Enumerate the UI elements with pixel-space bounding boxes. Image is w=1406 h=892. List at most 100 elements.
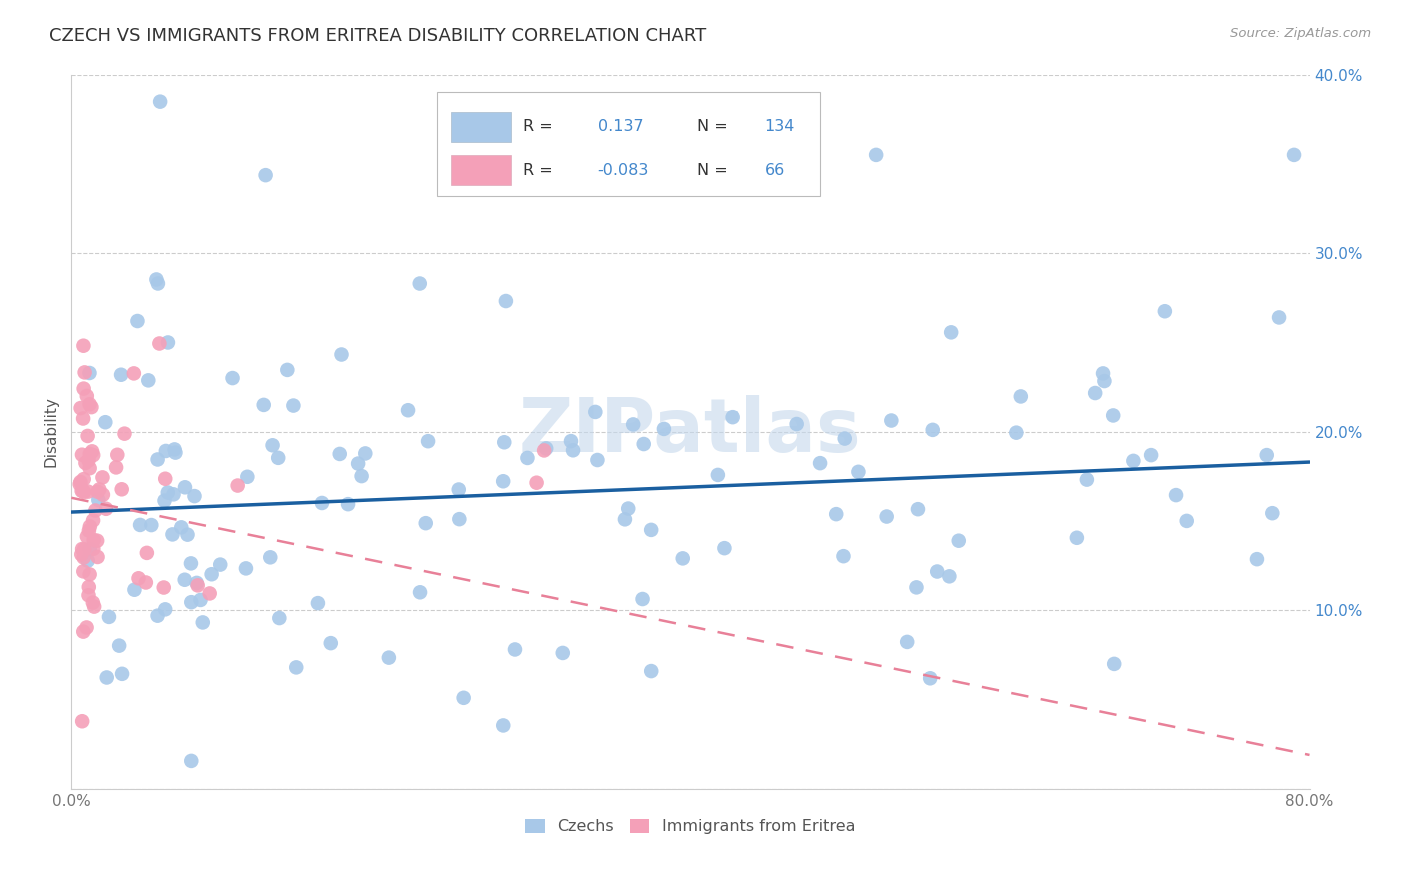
Point (409, 585, 432, 599)
Point (416, 434, 439, 449)
Point (105, 460, 128, 475)
Point (77, 453, 100, 467)
Point (1005, 425, 1028, 440)
Point (79, 366, 101, 380)
Point (307, 596, 329, 610)
Point (152, 581, 174, 595)
Point (896, 635, 918, 649)
Point (283, 399, 305, 413)
Point (84, 503, 107, 517)
Point (226, 478, 249, 492)
Point (156, 335, 179, 350)
Point (948, 533, 970, 548)
Point (72, 339, 94, 353)
Point (259, 550, 281, 565)
Point (1076, 473, 1098, 487)
Point (149, 95, 172, 109)
Point (70, 448, 93, 462)
Point (76, 389, 98, 403)
Point (447, 483, 470, 497)
Point (86, 533, 108, 548)
Point (640, 664, 662, 678)
Point (91, 488, 114, 502)
Point (201, 567, 224, 582)
Point (69, 475, 91, 489)
FancyBboxPatch shape (437, 93, 821, 196)
Point (77, 588, 100, 602)
Point (72, 565, 94, 579)
Point (145, 272, 167, 286)
Point (111, 666, 134, 681)
Point (70, 714, 93, 729)
Point (396, 403, 419, 417)
Point (97, 610, 120, 624)
Point (180, 754, 202, 768)
Point (190, 593, 212, 607)
Point (267, 450, 290, 465)
Point (1010, 389, 1032, 403)
Point (1164, 488, 1187, 502)
Point (77, 524, 100, 538)
Point (72, 624, 94, 639)
Point (114, 426, 136, 441)
Point (135, 546, 157, 560)
Text: R =: R = (523, 119, 553, 134)
Point (1066, 531, 1088, 545)
Point (135, 575, 157, 590)
Point (162, 527, 184, 541)
Point (173, 573, 195, 587)
Text: ZIPatlas: ZIPatlas (519, 395, 862, 468)
Text: Source: ZipAtlas.com: Source: ZipAtlas.com (1230, 27, 1371, 40)
Point (330, 347, 353, 361)
Point (76, 530, 98, 544)
Text: 0.137: 0.137 (598, 119, 643, 134)
Point (110, 368, 132, 382)
Point (111, 483, 134, 497)
Point (907, 502, 929, 516)
Point (492, 718, 515, 732)
Point (236, 470, 259, 484)
Point (1256, 448, 1278, 462)
Point (170, 520, 193, 534)
Point (136, 373, 159, 387)
Text: CZECH VS IMMIGRANTS FROM ERITREA DISABILITY CORRELATION CHART: CZECH VS IMMIGRANTS FROM ERITREA DISABIL… (49, 27, 706, 45)
Point (83, 533, 105, 547)
Point (253, 398, 276, 412)
Point (69, 401, 91, 415)
Point (848, 465, 870, 479)
Text: 134: 134 (765, 119, 794, 134)
Point (631, 592, 654, 607)
Point (82, 596, 104, 610)
Point (347, 457, 370, 471)
Point (187, 578, 209, 592)
Point (165, 445, 187, 459)
Point (73, 365, 96, 379)
Point (633, 437, 655, 451)
Point (378, 650, 401, 665)
Point (938, 569, 960, 583)
Point (141, 518, 163, 533)
Point (80, 400, 103, 414)
Point (146, 452, 169, 467)
Point (621, 417, 644, 432)
Point (560, 434, 582, 449)
Point (72, 550, 94, 565)
Point (713, 541, 735, 556)
Point (180, 595, 202, 609)
Point (1246, 552, 1268, 566)
Point (73, 485, 96, 500)
Point (329, 447, 352, 461)
Point (941, 326, 963, 340)
Point (876, 509, 898, 524)
Point (155, 444, 177, 458)
Point (183, 489, 205, 503)
Point (1102, 657, 1125, 671)
Point (707, 467, 730, 482)
Point (94, 501, 117, 516)
Point (69, 477, 91, 491)
Point (262, 438, 284, 452)
Point (162, 487, 184, 501)
Point (79, 461, 101, 475)
Point (725, 139, 748, 153)
Point (186, 575, 208, 590)
